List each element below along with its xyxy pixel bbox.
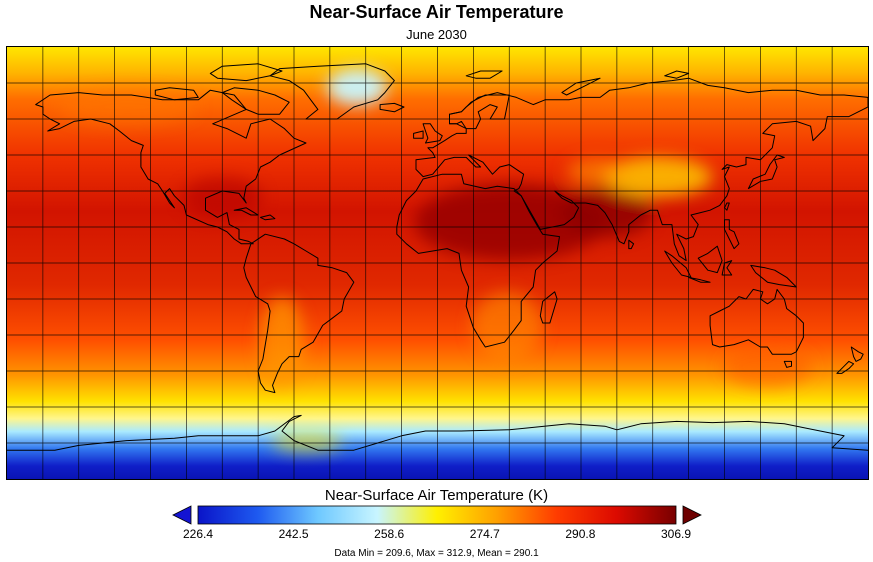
coastline-java [688,276,711,283]
coastline-hispaniola [260,214,276,221]
colorbar-tick-label: 226.4 [182,527,214,541]
coastline-svalbard [465,70,503,79]
colorbar-tick-label: 306.9 [660,527,692,541]
coastline-north-america [35,89,307,245]
coastline-new-zealand-north [850,346,864,362]
data-statistics: Data Min = 209.6, Max = 312.9, Mean = 29… [334,548,539,559]
temperature-map[interactable] [6,46,869,480]
coastline-philippines [724,219,740,250]
coastline-iceland [379,102,405,113]
colorbar-title: Near-Surface Air Temperature (K) [324,487,549,504]
coastline-ellesmere-island [209,63,283,82]
colorbar-tick-label: 242.5 [278,527,309,541]
coastline-africa [396,173,560,348]
map-subtitle: June 2030 [406,27,467,42]
coastline-taiwan [724,202,730,211]
colorbar-tick-label: 258.6 [374,527,405,541]
coastline-baffin-island [221,87,290,115]
coastline-madagascar [539,291,558,324]
colorbar [172,505,702,525]
colorbar-tick-label: 274.7 [469,527,500,541]
coastline-australia [709,288,804,355]
coastline-borneo [697,245,723,274]
colorbar-under-arrow [172,505,192,525]
coastline-tasmania [783,360,792,368]
coastline-eurasia [415,77,868,262]
coastline-scandinavia [449,94,510,130]
coastline-great-britain [422,123,443,144]
coastline-victoria-island [154,87,199,101]
coastline-novaya-zemlya [561,77,601,96]
colorbar-over-arrow [682,505,702,525]
colorbar-tick-label: 290.8 [565,527,596,541]
coastline-cuba [233,207,259,216]
coastline-ireland [413,130,424,139]
coastline-japan [747,154,785,190]
coastline-new-zealand-south [836,360,855,374]
coastline-sri-lanka [628,239,635,250]
colorbar-gradient [197,505,677,525]
map-title: Near-Surface Air Temperature [309,2,564,22]
coastline-antarctica [7,414,868,451]
graticule [7,47,868,479]
temperature-anomalies [57,69,812,452]
coastline-sulawesi [721,260,733,276]
